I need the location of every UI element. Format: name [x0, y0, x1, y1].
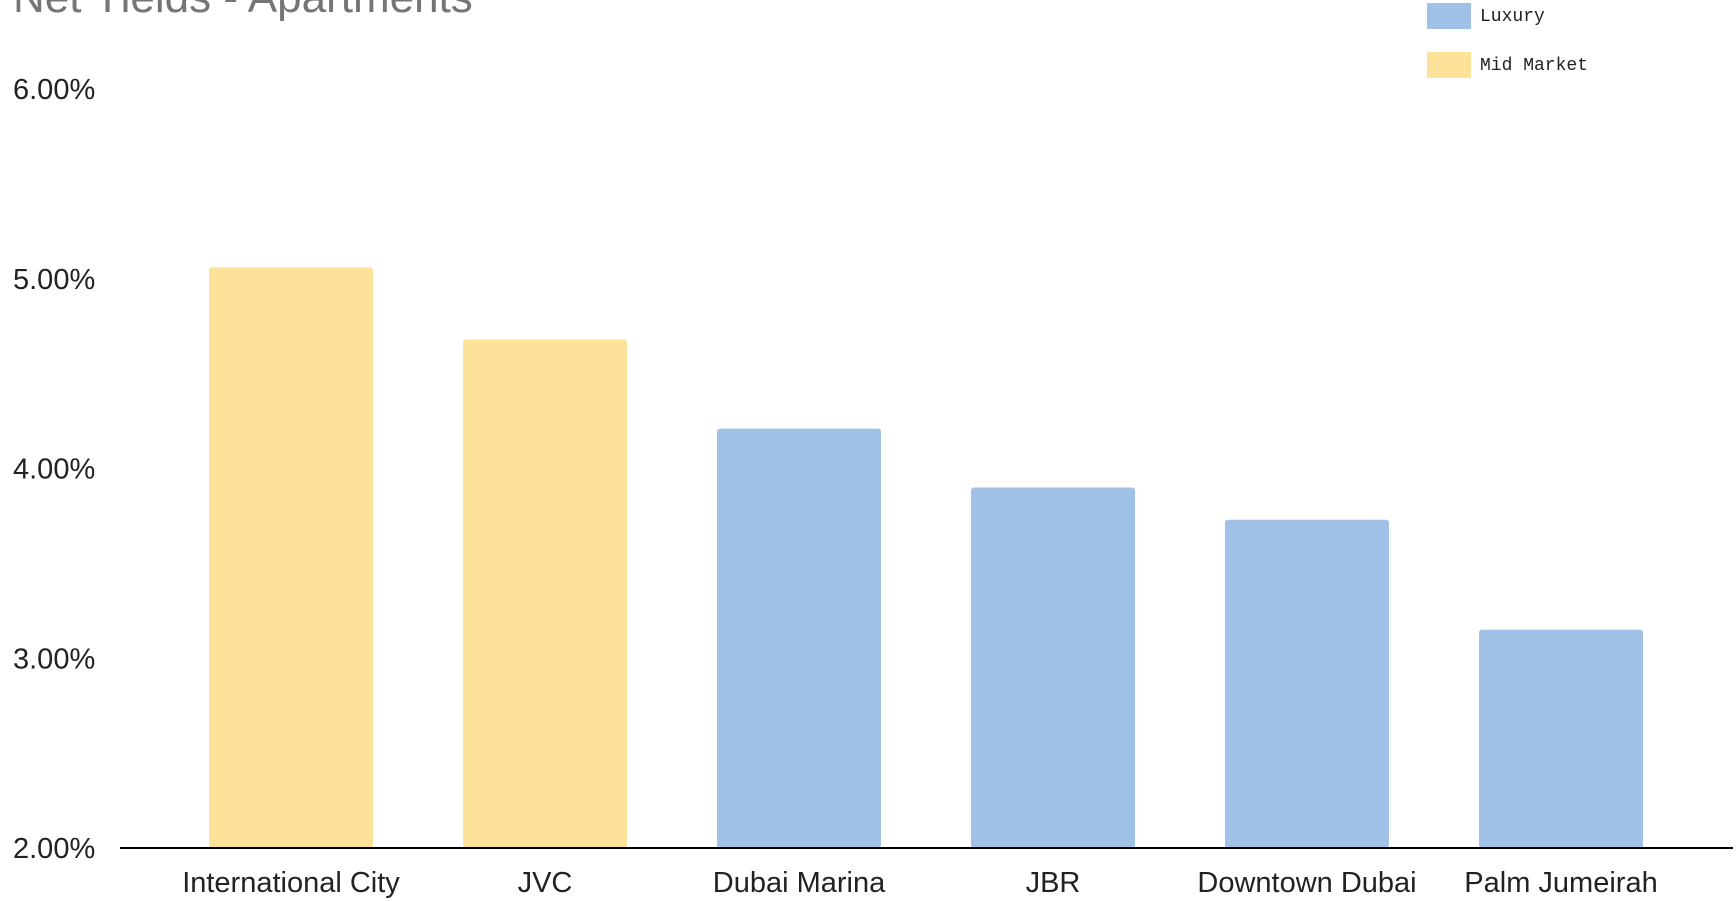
y-tick-label: 2.00% [13, 833, 95, 865]
x-tick-label: Dubai Marina [713, 867, 886, 899]
x-tick-label: International City [182, 867, 400, 899]
bar [1479, 629, 1643, 848]
legend-label: Mid Market [1480, 56, 1588, 76]
x-tick-label: Downtown Dubai [1197, 867, 1416, 899]
y-tick-label: 6.00% [13, 74, 95, 106]
bar [209, 267, 373, 848]
legend-swatch [1427, 52, 1471, 78]
bar [717, 428, 881, 848]
bar [1225, 519, 1389, 848]
chart-title: Net Yields - Apartments [13, 0, 473, 22]
bar [463, 339, 627, 848]
bar [971, 487, 1135, 848]
x-tick-label: JBR [1026, 867, 1081, 899]
y-tick-label: 4.00% [13, 454, 95, 486]
y-tick-label: 5.00% [13, 264, 95, 296]
x-tick-label: JVC [518, 867, 573, 899]
legend-swatch [1427, 3, 1471, 29]
y-tick-label: 3.00% [13, 643, 95, 675]
x-tick-label: Palm Jumeirah [1464, 867, 1657, 899]
legend-label: Luxury [1480, 7, 1545, 27]
